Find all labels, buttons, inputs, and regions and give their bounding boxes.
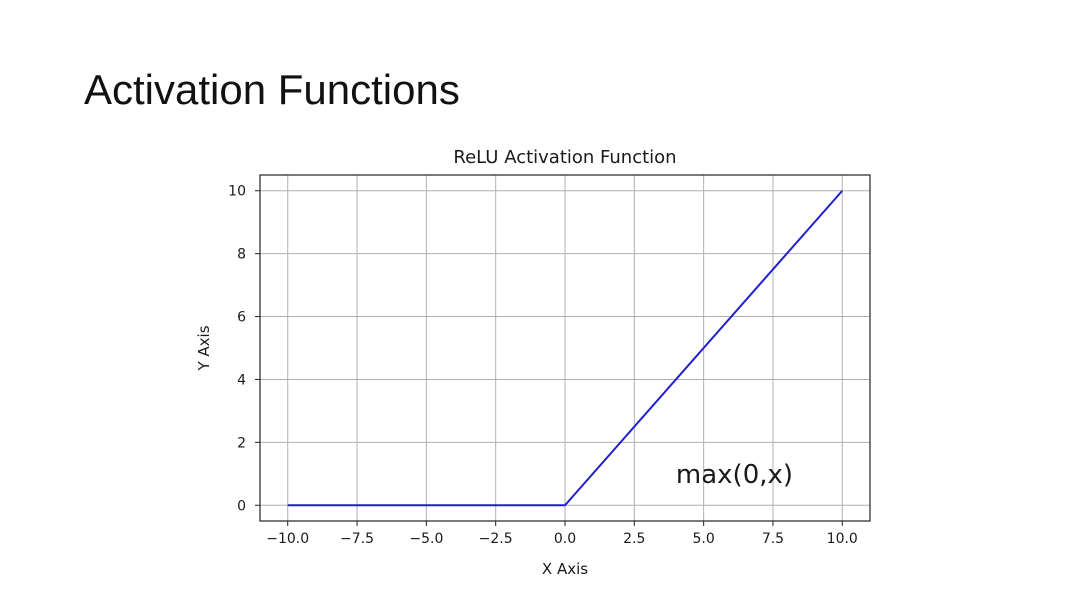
chart-ticks	[255, 190, 843, 526]
chart-title: ReLU Activation Function	[453, 147, 676, 168]
y-tick-label: 2	[237, 435, 246, 451]
x-tick-label: 2.5	[623, 531, 645, 547]
y-tick-label: 4	[237, 372, 246, 388]
y-tick-label: 8	[237, 247, 246, 263]
x-tick-label: 0.0	[554, 531, 576, 547]
relu-series-line	[287, 190, 844, 507]
y-tick-label: 6	[237, 310, 246, 326]
x-tick-label: 10.0	[827, 531, 858, 547]
chart-series	[287, 190, 844, 507]
x-tick-label: −10.0	[266, 531, 309, 547]
x-tick-label: −2.5	[479, 531, 513, 547]
y-axis-label: Y Axis	[195, 325, 213, 371]
chart-labels: −10.0 −7.5 −5.0 −2.5 0.0 2.5 5.0 7.5 10.0 0 2 4 6 8 10…	[195, 147, 858, 578]
annotation-label: max(0,x)	[676, 460, 793, 490]
x-tick-label: 5.0	[693, 531, 715, 547]
y-tick-label: 0	[237, 498, 246, 514]
x-tick-label: −5.0	[409, 531, 443, 547]
y-tick-label: 10	[228, 184, 246, 200]
x-tick-label: 7.5	[762, 531, 784, 547]
x-tick-label: −7.5	[340, 531, 374, 547]
x-axis-label: X Axis	[542, 560, 588, 578]
slide-title: Activation Functions	[84, 66, 460, 113]
